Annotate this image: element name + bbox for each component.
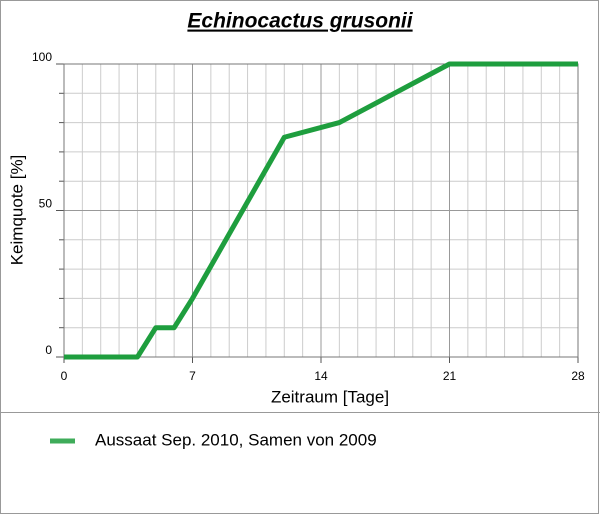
line — [64, 61, 578, 360]
plot-frame — [63, 63, 579, 358]
x-tick-label: 0 — [61, 369, 68, 383]
x-tick-label: 7 — [189, 369, 196, 383]
x-tick-label: 28 — [571, 369, 585, 383]
legend-label: Aussaat Sep. 2010, Samen von 2009 — [95, 430, 377, 449]
y-tick-label: 50 — [39, 197, 53, 211]
y-tick-label: 100 — [32, 50, 52, 64]
x-axis-label: Zeitraum [Tage] — [271, 387, 389, 406]
y-tick-label: 0 — [45, 343, 52, 357]
chart-title: Echinocactus grusonii — [187, 10, 413, 33]
x-tick-label: 21 — [443, 369, 457, 383]
x-tick-label: 14 — [314, 369, 328, 383]
y-axis-label: Keimquote [%] — [7, 155, 26, 266]
